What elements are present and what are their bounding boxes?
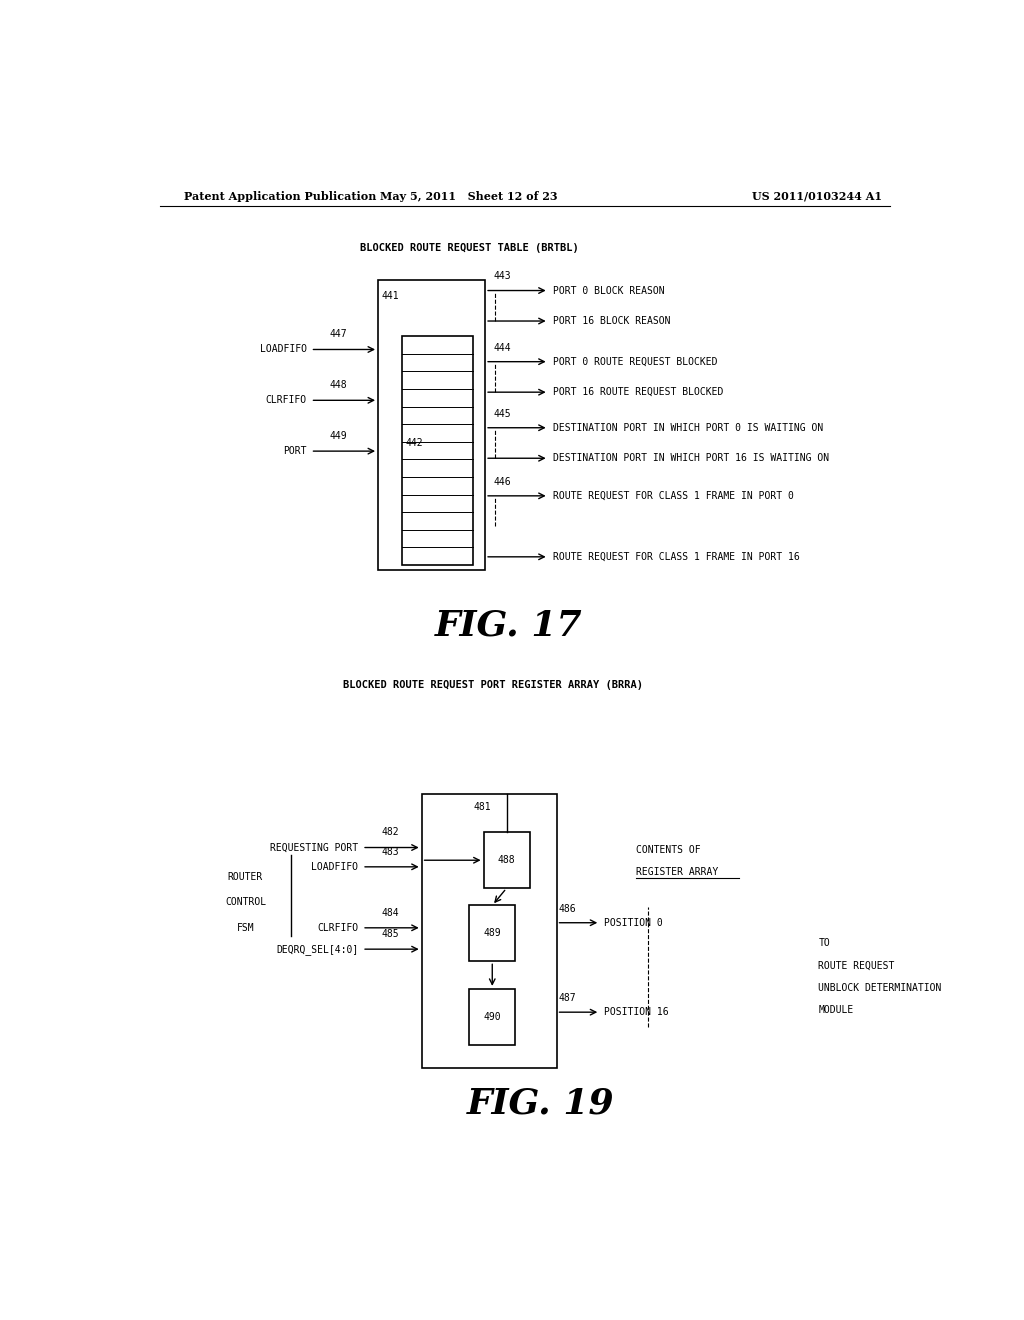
Text: FIG. 19: FIG. 19 xyxy=(467,1086,614,1121)
Text: 444: 444 xyxy=(494,342,511,352)
Text: 482: 482 xyxy=(381,828,398,837)
Text: PORT 16 BLOCK REASON: PORT 16 BLOCK REASON xyxy=(553,315,670,326)
Bar xyxy=(469,906,515,961)
Bar xyxy=(378,280,485,570)
Text: US 2011/0103244 A1: US 2011/0103244 A1 xyxy=(752,191,882,202)
Text: 449: 449 xyxy=(330,430,347,441)
Text: ROUTE REQUEST: ROUTE REQUEST xyxy=(818,961,895,970)
Text: 442: 442 xyxy=(406,438,423,447)
Text: PORT: PORT xyxy=(283,446,306,457)
Text: 485: 485 xyxy=(381,929,398,939)
Bar xyxy=(422,793,557,1068)
Text: LOADFIFO: LOADFIFO xyxy=(311,862,358,871)
Text: UNBLOCK DETERMINATION: UNBLOCK DETERMINATION xyxy=(818,983,942,993)
Text: DEQRQ_SEL[4:0]: DEQRQ_SEL[4:0] xyxy=(275,944,358,954)
Text: TO: TO xyxy=(818,939,830,948)
Text: PORT 16 ROUTE REQUEST BLOCKED: PORT 16 ROUTE REQUEST BLOCKED xyxy=(553,387,723,397)
Text: BLOCKED ROUTE REQUEST TABLE (BRTBL): BLOCKED ROUTE REQUEST TABLE (BRTBL) xyxy=(359,243,579,253)
Bar xyxy=(401,337,473,565)
Text: 445: 445 xyxy=(494,409,511,418)
Text: BLOCKED ROUTE REQUEST PORT REGISTER ARRAY (BRRA): BLOCKED ROUTE REQUEST PORT REGISTER ARRA… xyxy=(343,680,643,690)
Text: 490: 490 xyxy=(483,1011,501,1022)
Text: PORT 0 ROUTE REQUEST BLOCKED: PORT 0 ROUTE REQUEST BLOCKED xyxy=(553,356,717,367)
Text: PORT 0 BLOCK REASON: PORT 0 BLOCK REASON xyxy=(553,285,665,296)
Text: 489: 489 xyxy=(483,928,501,939)
Text: 448: 448 xyxy=(330,380,347,391)
Text: 443: 443 xyxy=(494,272,511,281)
Bar xyxy=(483,833,529,888)
Text: 487: 487 xyxy=(558,993,575,1003)
Text: REQUESTING PORT: REQUESTING PORT xyxy=(270,842,358,853)
Bar xyxy=(469,989,515,1044)
Text: POSITION 16: POSITION 16 xyxy=(604,1007,669,1018)
Text: 441: 441 xyxy=(382,290,399,301)
Text: 488: 488 xyxy=(498,855,515,865)
Text: ROUTE REQUEST FOR CLASS 1 FRAME IN PORT 0: ROUTE REQUEST FOR CLASS 1 FRAME IN PORT … xyxy=(553,491,794,500)
Text: 483: 483 xyxy=(381,846,398,857)
Text: FIG. 17: FIG. 17 xyxy=(435,609,583,643)
Text: CLRFIFO: CLRFIFO xyxy=(317,923,358,933)
Text: May 5, 2011   Sheet 12 of 23: May 5, 2011 Sheet 12 of 23 xyxy=(381,191,558,202)
Text: CONTENTS OF: CONTENTS OF xyxy=(636,845,700,854)
Text: 447: 447 xyxy=(330,329,347,339)
Text: 486: 486 xyxy=(558,904,575,913)
Text: 484: 484 xyxy=(381,908,398,917)
Text: CLRFIFO: CLRFIFO xyxy=(265,395,306,405)
Text: 446: 446 xyxy=(494,477,511,487)
Text: FSM: FSM xyxy=(237,923,254,933)
Text: DESTINATION PORT IN WHICH PORT 16 IS WAITING ON: DESTINATION PORT IN WHICH PORT 16 IS WAI… xyxy=(553,453,828,463)
Text: LOADFIFO: LOADFIFO xyxy=(259,345,306,355)
Text: REGISTER ARRAY: REGISTER ARRAY xyxy=(636,867,718,876)
Text: Patent Application Publication: Patent Application Publication xyxy=(183,191,376,202)
Text: CONTROL: CONTROL xyxy=(225,898,266,907)
Text: DESTINATION PORT IN WHICH PORT 0 IS WAITING ON: DESTINATION PORT IN WHICH PORT 0 IS WAIT… xyxy=(553,422,823,433)
Text: MODULE: MODULE xyxy=(818,1005,854,1015)
Text: ROUTER: ROUTER xyxy=(227,873,263,882)
Text: POSITION 0: POSITION 0 xyxy=(604,917,663,928)
Text: ROUTE REQUEST FOR CLASS 1 FRAME IN PORT 16: ROUTE REQUEST FOR CLASS 1 FRAME IN PORT … xyxy=(553,552,800,562)
Text: 481: 481 xyxy=(473,801,490,812)
